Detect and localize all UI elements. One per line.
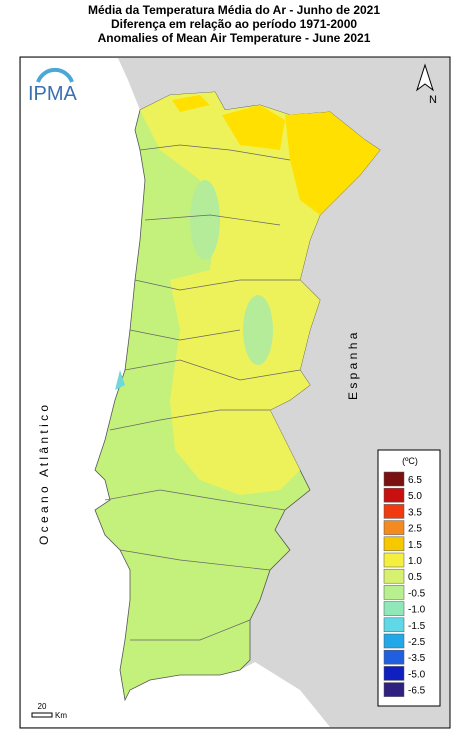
legend-swatch — [383, 617, 405, 633]
cool-zone — [243, 295, 273, 365]
north-arrow — [416, 63, 434, 92]
logo-arc — [36, 67, 74, 83]
legend-label: -0.5 — [408, 588, 426, 599]
legend-label: -2.5 — [408, 637, 426, 648]
title-line: Anomalies of Mean Air Temperature - June… — [98, 31, 371, 45]
legend-swatch — [383, 536, 405, 552]
legend-label: 1.5 — [408, 540, 422, 551]
legend-swatch — [383, 487, 405, 503]
legend-label: -1.5 — [408, 621, 426, 632]
legend-swatch — [383, 585, 405, 600]
legend-swatch — [383, 568, 405, 584]
legend-swatch — [383, 682, 405, 697]
legend-swatch — [383, 471, 405, 487]
legend-label: 1.0 — [408, 556, 422, 567]
title-line: Média da Temperatura Média do Ar - Junho… — [88, 3, 380, 17]
legend-label: 5.0 — [408, 491, 422, 502]
spain-label: E s p a n h a — [346, 332, 360, 400]
ocean-label: O c e a n o A t l â n t i c o — [37, 405, 51, 545]
scale-bar — [31, 712, 53, 718]
scale-value: 20 — [38, 702, 47, 711]
legend-label: 6.5 — [408, 475, 422, 486]
legend-swatch — [383, 649, 405, 665]
legend-swatch — [383, 520, 405, 535]
legend-label: -1.0 — [408, 605, 426, 616]
legend-swatch — [383, 601, 405, 616]
legend-label: -3.5 — [408, 653, 426, 664]
ocean — [21, 58, 330, 727]
legend-label: 3.5 — [408, 507, 422, 518]
hot-zone — [172, 95, 380, 215]
legend-label: -6.5 — [408, 686, 426, 697]
legend-swatch — [383, 633, 405, 649]
legend-unit: (ºC) — [402, 456, 418, 466]
legend-label: 0.5 — [408, 572, 422, 583]
legend-label: -5.0 — [408, 669, 426, 680]
north-label: N — [429, 94, 437, 106]
legend-swatch — [383, 504, 405, 519]
district-borders — [104, 144, 301, 641]
legend-swatch — [383, 552, 405, 568]
scale-unit: Km — [55, 711, 67, 720]
title-line: Diferença em relação ao período 1971-200… — [111, 17, 357, 31]
legend: 6.5 5.0 3.5 2.5 1.5 1.0 0.5 -0.5 -1.0 -1.5 -2.5 -3.… — [383, 471, 426, 697]
cold-zone — [115, 370, 125, 390]
cool-zone — [190, 180, 220, 260]
logo: IPMA — [28, 83, 78, 105]
legend-swatch — [383, 666, 405, 681]
legend-label: 2.5 — [408, 524, 422, 535]
